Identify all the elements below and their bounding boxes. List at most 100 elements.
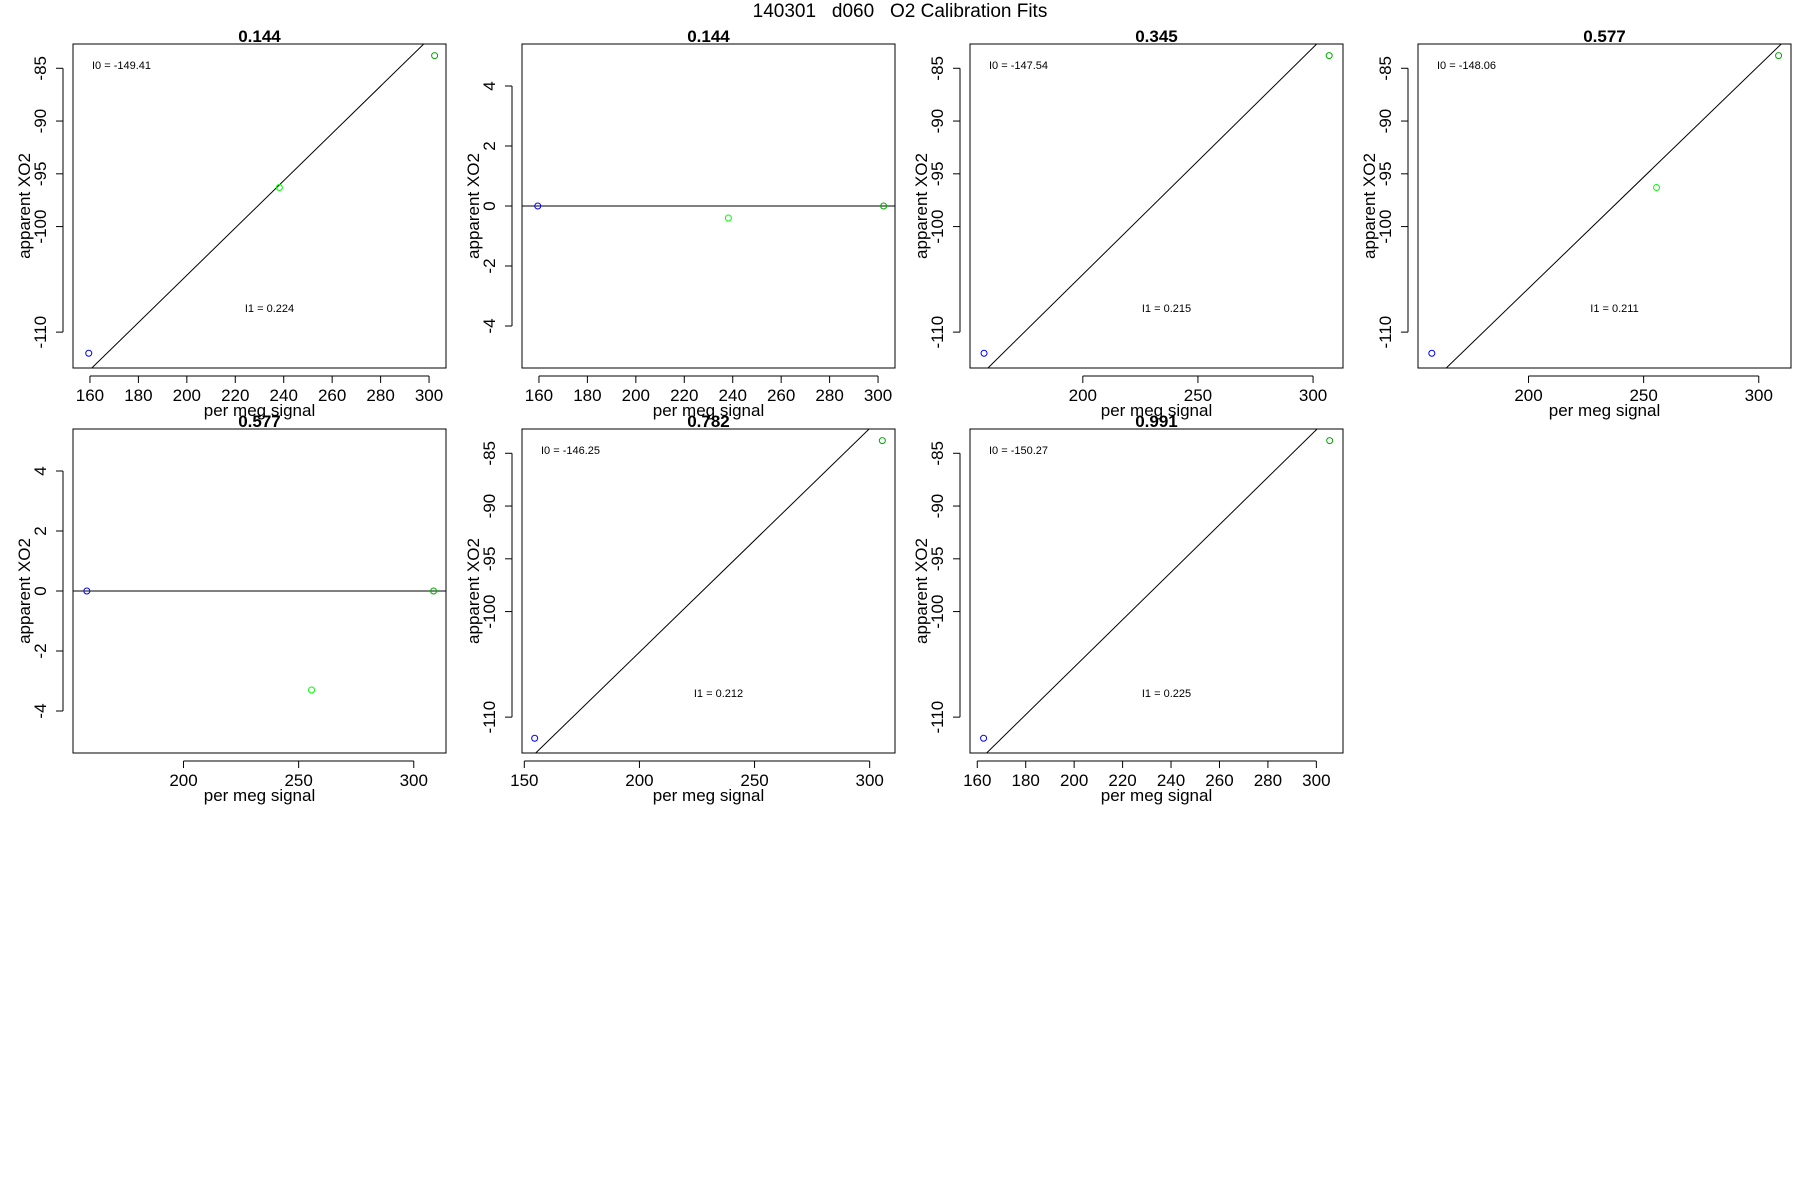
x-tick-label: 280 [366,386,394,405]
data-point [1325,52,1333,60]
y-tick-label: -85 [1376,56,1395,81]
data-point [878,437,886,445]
plot-frame [1417,43,1792,369]
x-tick-label: 240 [270,386,298,405]
y-axis-label: apparent XO2 [912,153,931,259]
fit-line [1445,44,1782,368]
x-tick-label: 260 [1205,771,1233,790]
page-title: 140301 d060 O2 Calibration Fits [752,1,1048,22]
y-tick-label: 2 [480,141,499,150]
x-tick-label: 300 [415,386,443,405]
slope-annotation: I1 = 0.225 [1142,688,1191,700]
y-axis-label: apparent XO2 [464,153,483,259]
x-tick-label: 200 [1069,386,1097,405]
x-tick-label: 240 [719,386,747,405]
y-tick-label: -85 [928,56,947,81]
y-tick-label: -90 [928,109,947,134]
intercept-annotation: I0 = -147.54 [989,60,1048,72]
data-point [83,587,91,595]
panel-4: 0.577 200 250 300 per meg signal -110 -100 -95 -… [1360,27,1792,420]
data-point [980,734,988,742]
y-tick-label: -110 [480,701,499,734]
y-tick-label: -2 [480,258,499,273]
x-tick-label: 250 [740,771,768,790]
plot-frame [72,43,447,369]
x-tick-label: 260 [318,386,346,405]
x-tick-label: 300 [1745,386,1773,405]
x-tick-label: 250 [1184,386,1212,405]
data-point [430,587,438,595]
plot-frame [969,43,1344,369]
y-tick-label: -90 [480,494,499,519]
y-tick-label: -95 [31,162,50,187]
x-tick-label: 200 [169,771,197,790]
y-tick-label: -95 [928,547,947,572]
y-tick-label: -100 [480,595,499,629]
x-axis-label: per meg signal [1549,401,1661,420]
fit-line [985,429,1318,753]
y-tick-label: -110 [31,316,50,349]
data-point [308,686,316,694]
x-axis-label: per meg signal [1101,786,1213,805]
intercept-annotation: I0 = -148.06 [1437,60,1496,72]
y-axis-label: apparent XO2 [15,538,34,644]
y-tick-label: -85 [31,56,50,81]
data-point [724,214,732,222]
y-axis-label: apparent XO2 [464,538,483,644]
panel-7: 0.991 160 180 200 220 240 260 280 300 per meg sig… [912,412,1344,805]
y-tick-label: -90 [31,109,50,134]
x-axis-label: per meg signal [1101,401,1213,420]
x-tick-label: 220 [1108,771,1136,790]
y-tick-label: -100 [928,595,947,629]
slope-annotation: I1 = 0.215 [1142,303,1191,315]
x-axis-label: per meg signal [653,786,765,805]
chart-title: 0.991 [1135,412,1178,431]
x-tick-label: 300 [400,771,428,790]
intercept-annotation: I0 = -150.27 [989,445,1048,457]
x-tick-label: 220 [221,386,249,405]
x-axis-label: per meg signal [204,786,316,805]
plot-area [531,429,886,753]
data-point [531,734,539,742]
y-tick-label: 4 [480,81,499,90]
y-tick-label: 2 [31,526,50,535]
x-tick-label: 300 [864,386,892,405]
intercept-annotation: I0 = -146.25 [541,445,600,457]
x-tick-label: 200 [622,386,650,405]
x-tick-label: 150 [510,771,538,790]
slope-annotation: I1 = 0.224 [245,303,294,315]
x-tick-label: 180 [124,386,152,405]
intercept-annotation: I0 = -149.41 [92,60,151,72]
y-tick-label: -110 [928,701,947,734]
data-point [1653,184,1661,192]
fit-line [534,429,870,753]
data-point [1775,52,1783,60]
data-point [85,349,93,357]
x-tick-label: 240 [1157,771,1185,790]
plot-frame [521,428,896,754]
panel-5: 0.577 200 250 300 per meg signal -4 -2 0 2 4 appar… [15,412,447,805]
slope-annotation: I1 = 0.211 [1590,303,1638,315]
chart-title: 0.577 [238,412,281,431]
y-tick-label: -90 [1376,109,1395,134]
x-tick-label: 300 [855,771,883,790]
chart-title: 0.782 [687,412,730,431]
x-tick-label: 300 [1302,771,1330,790]
x-tick-label: 280 [1254,771,1282,790]
x-tick-label: 160 [963,771,991,790]
x-tick-label: 300 [1299,386,1327,405]
x-tick-label: 160 [76,386,104,405]
y-tick-label: -95 [928,162,947,187]
y-tick-label: 0 [31,586,50,595]
x-tick-label: 160 [525,386,553,405]
data-point [534,202,542,210]
data-point [980,349,988,357]
y-tick-label: -110 [928,316,947,349]
x-tick-label: 180 [1012,771,1040,790]
x-tick-label: 200 [173,386,201,405]
y-tick-label: -2 [31,643,50,658]
x-tick-label: 250 [284,771,312,790]
y-axis-label: apparent XO2 [912,538,931,644]
y-tick-label: -100 [928,210,947,244]
